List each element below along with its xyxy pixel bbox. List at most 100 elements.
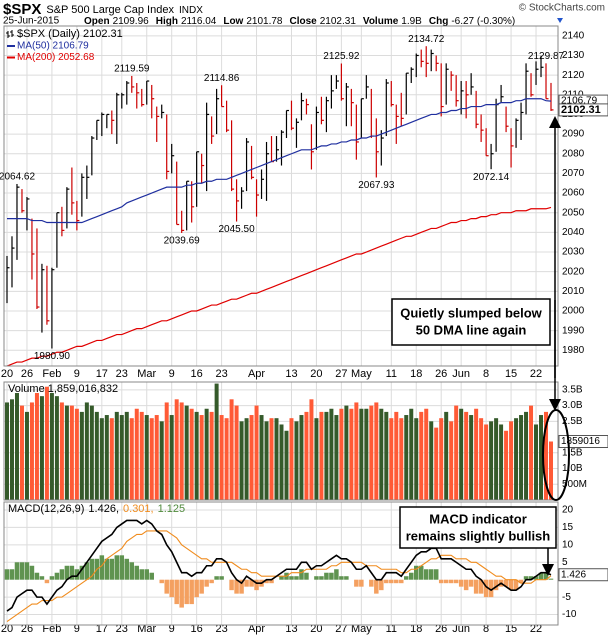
volume-bar	[479, 418, 484, 500]
x-tick-label: Apr	[248, 368, 265, 380]
macd-histogram	[508, 579, 514, 591]
macd-histogram	[49, 576, 55, 580]
macd-histogram	[513, 579, 519, 591]
macd-histogram	[414, 565, 419, 580]
annotation-line: MACD indicator	[429, 511, 527, 526]
volume-bar	[219, 415, 224, 500]
macd-histogram	[448, 579, 454, 584]
macd-histogram	[219, 576, 224, 580]
y-tick-label: 1980	[562, 345, 585, 356]
macd-annotation: MACD indicator remains slightly bullish	[399, 506, 557, 576]
y-tick-label: 1990	[562, 325, 585, 336]
volume-bar	[74, 408, 79, 500]
x-tick-label: 17	[96, 623, 108, 635]
volume-bar	[114, 411, 119, 500]
volume-bar	[269, 418, 274, 500]
macd-histogram	[199, 579, 204, 594]
macd-histogram	[29, 565, 35, 580]
ma-line	[7, 98, 552, 224]
volume-bar	[539, 415, 544, 500]
volume-bar	[109, 418, 114, 500]
volume-bar	[29, 402, 34, 500]
macd-histogram	[533, 576, 539, 580]
volume-bar	[79, 411, 84, 500]
volume-bar	[389, 418, 394, 500]
volume-bar	[449, 421, 454, 500]
macd-histogram	[468, 579, 474, 587]
x-tick-label: 9	[169, 623, 175, 635]
volume-bar	[519, 415, 524, 500]
y-tick-label: 10	[562, 539, 574, 550]
volume-bar	[374, 402, 379, 500]
volume-bar	[529, 405, 534, 500]
y-tick-label: 2050	[562, 207, 585, 218]
x-tick-label: 16	[191, 368, 203, 380]
x-tick-label: 23	[116, 623, 128, 635]
high-label: 2064.62	[0, 172, 35, 183]
macd-histogram	[473, 579, 479, 594]
macd-histogram	[319, 576, 324, 580]
macd-histogram	[433, 569, 439, 580]
x-tick-label: Apr	[248, 623, 265, 635]
legend-label: MA(50) 2106.79	[17, 41, 89, 52]
macd-histogram	[204, 579, 209, 587]
volume-bar	[329, 408, 334, 500]
volume-bar	[299, 415, 304, 500]
macd-histogram	[404, 576, 409, 580]
x-tick-label: 15	[505, 368, 517, 380]
volume-bar	[159, 421, 164, 500]
volume-bar	[194, 411, 199, 500]
macd-histogram	[254, 579, 259, 591]
volume-bar	[424, 408, 429, 500]
macd-frame	[3, 501, 559, 626]
macd-histogram	[114, 555, 120, 580]
price-legend: $SPX (Daily) 2102.31	[6, 28, 123, 40]
volume-bar	[69, 405, 74, 500]
x-tick-label: Feb	[42, 623, 61, 635]
macd-histogram	[463, 579, 469, 591]
macd-histogram	[523, 576, 529, 580]
x-tick-label: 20	[1, 623, 13, 635]
volume-bar	[289, 418, 294, 500]
volume-bar	[19, 405, 24, 500]
x-tick-label: May	[351, 368, 372, 380]
macd-histogram	[209, 579, 214, 584]
volume-bar	[349, 408, 354, 500]
quote-line: Open 2109.96 High 2116.04 Low 2101.78 Close 210…	[84, 16, 515, 27]
macd-histogram	[488, 579, 494, 598]
macd-histogram	[269, 579, 274, 584]
volume-bar	[514, 418, 519, 500]
macd-histogram	[59, 569, 65, 580]
macd-histogram	[314, 576, 319, 580]
macd-histogram	[99, 555, 105, 580]
y-tick-label: 2090	[562, 129, 585, 140]
high-label: 2114.86	[204, 73, 240, 84]
quote-label: Low	[223, 16, 243, 27]
volume-bar	[169, 415, 174, 500]
volume-bar	[199, 415, 204, 500]
y-tick-label: 1.0B	[562, 463, 583, 474]
low-label: 2067.93	[358, 180, 395, 191]
price-annotation: Quietly slumped below 50 DMA line again	[391, 116, 570, 501]
volume-bar	[239, 421, 244, 500]
macd-histogram	[409, 572, 414, 580]
volume-bar	[184, 405, 189, 500]
volume-bar	[474, 408, 479, 500]
value-tag-label: 1859016	[561, 436, 600, 447]
y-tick-label: 2000	[562, 306, 585, 317]
quote-label: Close	[290, 16, 318, 27]
macd-histogram	[374, 579, 379, 594]
x-tick-label: 16	[191, 623, 203, 635]
x-tick-label: Feb	[42, 368, 61, 380]
x-tick-label: 26	[21, 368, 33, 380]
value-tag	[558, 103, 608, 117]
volume-bar	[534, 424, 539, 500]
macd-histogram	[384, 579, 389, 584]
volume-bar	[419, 411, 424, 500]
macd-histogram	[64, 565, 70, 580]
macd-histogram	[84, 562, 90, 580]
macd-histogram	[304, 572, 309, 580]
x-tick-label: 23	[215, 623, 227, 635]
panel	[4, 26, 558, 366]
legend-label: MA(200) 2052.68	[17, 52, 95, 63]
